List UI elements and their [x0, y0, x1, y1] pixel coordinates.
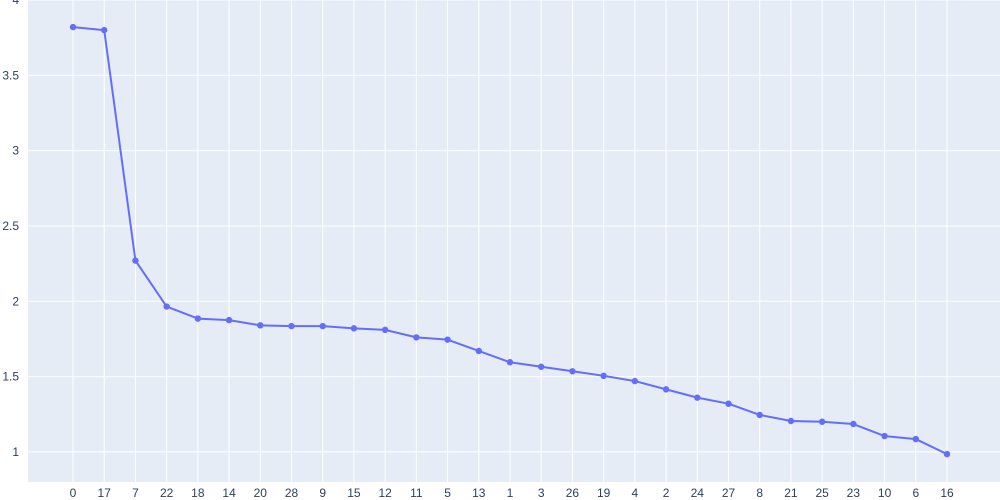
data-point[interactable] [818, 418, 826, 425]
y-tick-label: 1.5 [2, 370, 19, 384]
x-tick-label: 10 [878, 486, 892, 500]
data-point[interactable] [600, 372, 607, 380]
data-point[interactable] [725, 400, 732, 407]
data-point[interactable] [662, 386, 670, 393]
x-tick-label: 16 [940, 486, 954, 500]
data-point[interactable] [413, 334, 420, 341]
x-tick-label: 25 [815, 486, 829, 500]
x-tick-label: 0 [70, 486, 77, 500]
y-tick-label: 3 [12, 144, 19, 158]
x-tick-label: 14 [222, 486, 236, 500]
x-tick-label: 13 [472, 486, 486, 500]
data-point[interactable] [694, 394, 701, 401]
data-point[interactable] [101, 26, 108, 34]
x-tick-label: 28 [285, 486, 299, 500]
data-point[interactable] [756, 411, 763, 419]
y-tick-label: 4 [12, 0, 19, 7]
x-tick-label: 17 [98, 486, 112, 500]
y-tick-label: 3.5 [2, 68, 19, 82]
x-tick-label: 3 [538, 486, 545, 500]
data-point[interactable] [163, 303, 170, 310]
x-tick-label: 7 [132, 486, 139, 500]
plot-area [28, 0, 1000, 482]
data-point[interactable] [631, 377, 639, 385]
x-tick-label: 1 [507, 486, 514, 500]
x-tick-label: 20 [254, 486, 268, 500]
x-tick-label: 15 [347, 486, 361, 500]
x-tick-label: 18 [191, 486, 205, 500]
data-point[interactable] [912, 435, 919, 443]
data-point[interactable] [881, 432, 888, 440]
y-tick-label: 1 [12, 445, 19, 459]
data-point[interactable] [381, 326, 389, 334]
data-point[interactable] [69, 23, 77, 31]
x-tick-label: 23 [847, 486, 861, 500]
x-tick-label: 26 [566, 486, 580, 500]
y-tick-label: 2 [12, 294, 19, 308]
x-tick-label: 9 [319, 486, 326, 500]
data-point[interactable] [850, 420, 857, 428]
x-tick-label: 8 [756, 486, 763, 500]
x-tick-label: 22 [160, 486, 174, 500]
y-tick-label: 2.5 [2, 219, 19, 233]
data-point[interactable] [787, 417, 795, 425]
data-point[interactable] [288, 322, 295, 330]
data-point[interactable] [569, 368, 576, 375]
x-tick-label: 21 [784, 486, 798, 500]
data-point[interactable] [943, 450, 951, 458]
data-point[interactable] [225, 316, 233, 324]
data-point[interactable] [350, 325, 358, 332]
x-tick-label: 6 [912, 486, 919, 500]
data-point[interactable] [506, 359, 514, 366]
x-tick-label: 24 [691, 486, 705, 500]
data-points [69, 23, 951, 458]
x-tick-label: 5 [444, 486, 451, 500]
data-point[interactable] [132, 257, 139, 264]
x-axis: 0 17 7 22 18 14 20 28 9 15 12 11 5 13 1 3 26 19 4 2 24 27 8 21 2… [70, 486, 954, 500]
x-tick-label: 19 [597, 486, 611, 500]
data-point[interactable] [194, 315, 202, 322]
data-point[interactable] [257, 322, 264, 329]
x-tick-label: 27 [722, 486, 736, 500]
x-tick-label: 4 [632, 486, 639, 500]
grid-lines [28, 0, 1000, 482]
y-axis: 1 1.5 2 2.5 3 3.5 4 [2, 0, 19, 459]
x-tick-label: 11 [410, 486, 423, 500]
x-tick-label: 12 [378, 486, 392, 500]
data-point[interactable] [444, 336, 451, 343]
data-point[interactable] [319, 322, 326, 330]
data-point[interactable] [538, 363, 545, 370]
data-point[interactable] [475, 347, 482, 355]
x-tick-label: 2 [663, 486, 670, 500]
